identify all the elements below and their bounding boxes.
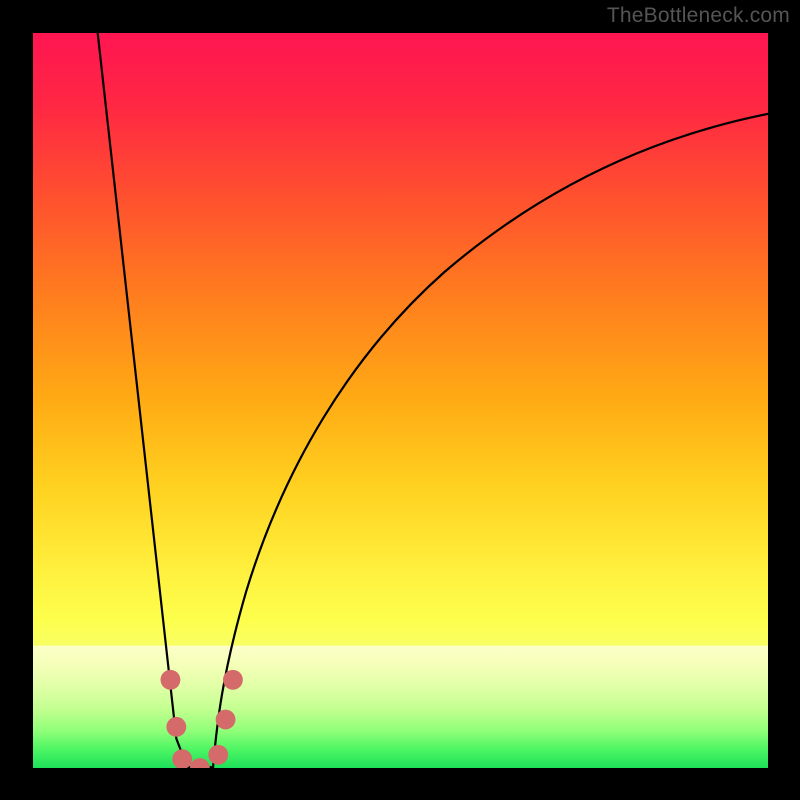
- watermark-text: TheBottleneck.com: [607, 4, 790, 28]
- marker-point: [172, 749, 192, 768]
- curve-right: [213, 114, 768, 767]
- marker-point: [161, 670, 181, 690]
- marker-point: [208, 745, 228, 765]
- curve-left: [98, 33, 213, 767]
- marker-point: [223, 670, 243, 690]
- plot-area: [33, 33, 768, 768]
- plot-svg-overlay: [33, 33, 768, 768]
- marker-point: [166, 717, 186, 737]
- marker-point: [216, 710, 236, 730]
- marker-point: [190, 758, 210, 768]
- chart-stage: [0, 0, 800, 800]
